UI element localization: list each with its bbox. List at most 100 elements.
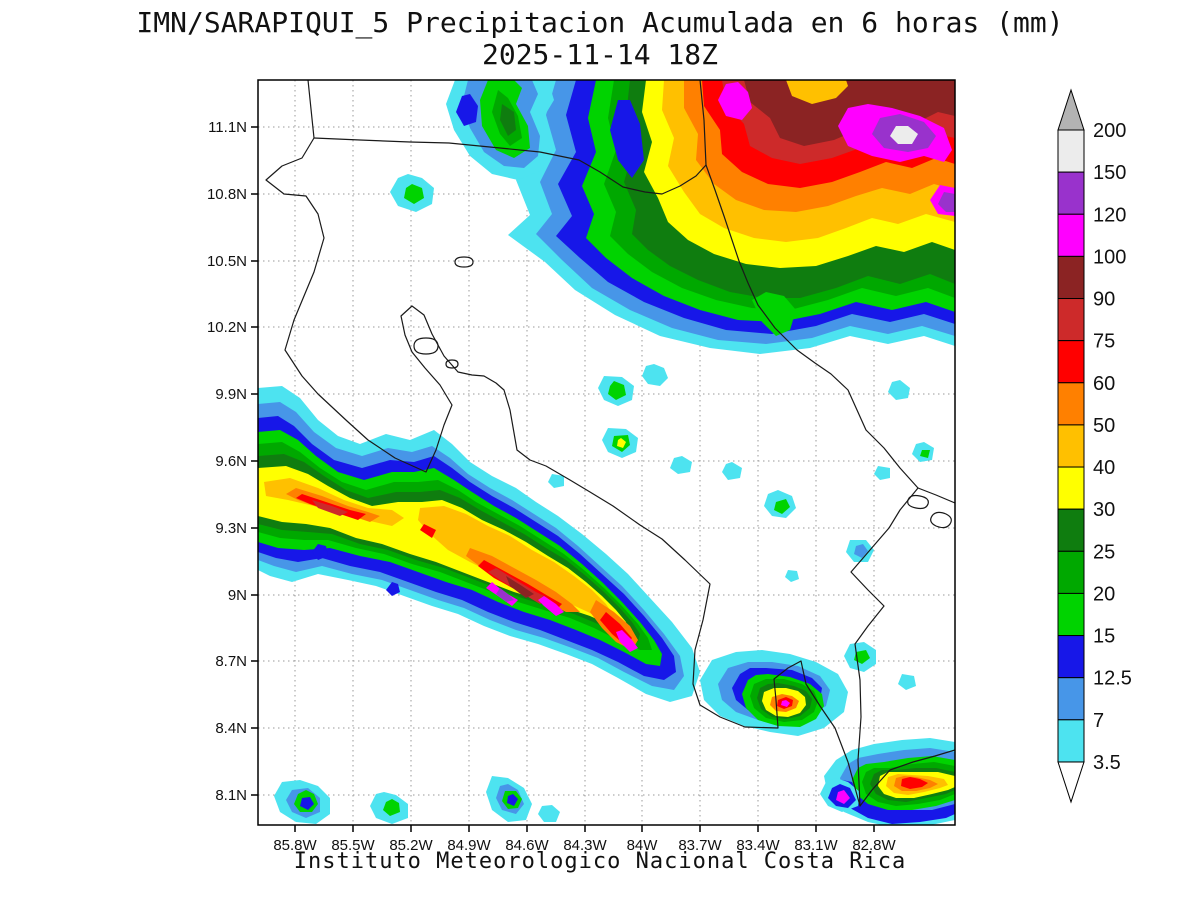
- precip-contour-ge-15: [752, 292, 796, 336]
- coastline: [454, 256, 474, 268]
- precip-contour-ge-100: [538, 596, 564, 616]
- lat-tick-label: 10.2N: [207, 319, 247, 336]
- colorbar-label: 90: [1093, 289, 1115, 311]
- precip-contour-ge-40: [786, 80, 848, 104]
- lon-tick-label: 83.4W: [736, 837, 780, 854]
- precip-contour-ge-3.5: [722, 462, 742, 480]
- precip-contour-ge-15: [920, 450, 930, 458]
- colorbar-label: 40: [1093, 457, 1115, 479]
- chart-title: IMN/SARAPIQUI_5 Precipitacion Acumulada …: [136, 6, 1064, 39]
- precip-contour-ge-3.5: [642, 364, 668, 386]
- lon-tick-label: 85.8W: [273, 837, 317, 854]
- colorbar-label: 15: [1093, 626, 1115, 648]
- coastline: [907, 494, 929, 510]
- precip-contour-ge-90: [506, 576, 534, 598]
- precip-contour-ge-3.5: [548, 474, 564, 488]
- colorbar-label: 50: [1093, 415, 1115, 437]
- precip-contour-ge-60: [420, 524, 436, 538]
- lat-tick-label: 8.7N: [215, 653, 247, 670]
- colorbar-segment-15: [1057, 635, 1085, 679]
- colorbar-label: 75: [1093, 331, 1115, 353]
- colorbar-label: 3.5: [1093, 752, 1121, 774]
- colorbar-segment-25: [1057, 550, 1085, 594]
- precip-contour-ge-15: [774, 499, 790, 514]
- colorbar-segment-200: [1057, 129, 1085, 173]
- lat-tick-label: 8.1N: [215, 787, 247, 804]
- lon-tick-label: 84.9W: [447, 837, 491, 854]
- colorbar-label: 120: [1093, 204, 1126, 226]
- lat-tick-label: 9.9N: [215, 386, 247, 403]
- lon-tick-label: 85.2W: [389, 837, 433, 854]
- colorbar-label: 30: [1093, 499, 1115, 521]
- colorbar-segment-100: [1057, 255, 1085, 300]
- colorbar-segment-75: [1057, 340, 1085, 384]
- precip-contour-ge-15: [608, 381, 626, 400]
- coastline: [265, 80, 955, 807]
- map-frame: [257, 79, 956, 826]
- colorbar-segment-60: [1057, 382, 1085, 426]
- precip-contour-ge-12.5: [300, 797, 314, 810]
- colorbar-over-arrow: [1057, 88, 1085, 131]
- lon-tick-label: 85.5W: [331, 837, 375, 854]
- lon-tick-label: 84.3W: [563, 837, 607, 854]
- precip-contour-ge-100: [836, 790, 850, 804]
- precip-contour-ge-75: [312, 500, 348, 516]
- colorbar-label: 25: [1093, 541, 1115, 563]
- precip-contour-ge-120: [938, 192, 955, 212]
- coastline: [699, 80, 707, 166]
- precip-contour-ge-100: [718, 82, 752, 120]
- colorbar-label: 100: [1093, 246, 1126, 268]
- colorbar-segment-20: [1057, 592, 1085, 637]
- lat-tick-label: 9N: [228, 587, 247, 604]
- lon-tick-label: 84.6W: [505, 837, 549, 854]
- precip-contour-ge-60: [901, 777, 928, 789]
- precip-contour-ge-15: [383, 799, 400, 816]
- precip-contour-ge-12.5: [610, 100, 644, 178]
- map-plot-area: [258, 80, 955, 825]
- precip-contour-ge-100: [616, 630, 638, 652]
- precip-contour-ge-30: [617, 438, 626, 448]
- lon-tick-label: 83.7W: [678, 837, 722, 854]
- precip-contour-ge-150: [890, 126, 918, 144]
- precip-contour-ge-7: [854, 544, 868, 558]
- coastline: [850, 487, 919, 807]
- coastline: [313, 137, 955, 504]
- lon-tick-label: 83.1W: [794, 837, 838, 854]
- precip-contour-ge-3.5: [538, 805, 560, 822]
- lon-tick-label: 82.8W: [852, 837, 896, 854]
- colorbar-label: 200: [1093, 120, 1126, 142]
- precip-contour-ge-3.5: [785, 570, 799, 582]
- precip-contour-ge-12.5: [386, 582, 400, 596]
- lat-tick-label: 8.4N: [215, 720, 247, 737]
- precip-contour-ge-50: [466, 548, 580, 612]
- lat-tick-label: 9.3N: [215, 520, 247, 537]
- precip-contour-ge-100: [781, 700, 790, 707]
- colorbar-segment-90: [1057, 298, 1085, 342]
- precip-contour-ge-3.5: [670, 456, 692, 474]
- precip-contour-ge-25: [500, 104, 516, 136]
- colorbar-segment-50: [1057, 424, 1085, 468]
- lat-tick-label: 9.6N: [215, 453, 247, 470]
- colorbar-segment-120: [1057, 213, 1085, 257]
- precip-contour-ge-3.5: [874, 466, 890, 480]
- colorbar-segment-40: [1057, 466, 1085, 510]
- lat-tick-label: 10.5N: [207, 253, 247, 270]
- colorbar-label: 12.5: [1093, 668, 1132, 690]
- precip-contour-ge-15: [854, 650, 870, 664]
- precip-contour-ge-12.5: [456, 94, 478, 126]
- precip-contour-ge-40: [418, 506, 614, 622]
- colorbar-label: 150: [1093, 162, 1126, 184]
- chart-datetime: 2025-11-14 18Z: [481, 38, 718, 71]
- precip-contour-ge-15: [404, 184, 424, 204]
- coastline: [413, 337, 439, 355]
- colorbar-segment-7: [1057, 719, 1085, 763]
- colorbar-label: 20: [1093, 583, 1115, 605]
- footer-credit: Instituto Meteorologico Nacional Costa R…: [293, 849, 907, 874]
- precip-contour-ge-120: [496, 588, 514, 602]
- precip-contour-ge-3.5: [888, 380, 910, 400]
- precip-contour-ge-12.5: [312, 544, 328, 560]
- colorbar-under-arrow: [1057, 761, 1085, 804]
- lon-tick-label: 84W: [627, 837, 659, 854]
